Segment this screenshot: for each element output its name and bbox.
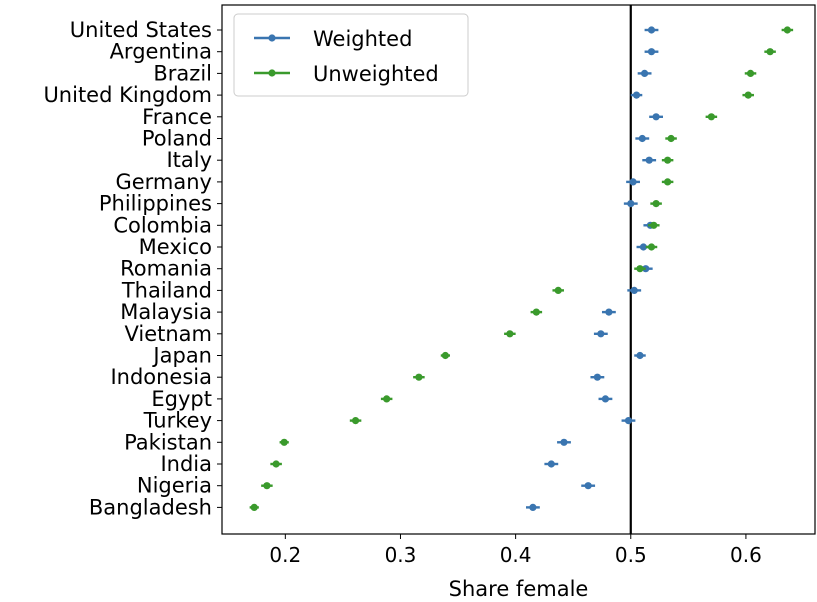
unweighted-point [506, 330, 514, 338]
y-tick-label: Argentina [110, 40, 212, 64]
weighted-point [642, 265, 650, 273]
unweighted-point [636, 265, 644, 273]
weighted-point [624, 417, 633, 425]
unweighted-point [415, 373, 423, 381]
y-tick-label: India [160, 452, 212, 476]
weighted-point [597, 330, 605, 338]
y-tick-label: Romania [120, 257, 212, 281]
weighted-point [640, 69, 649, 77]
legend-unweighted-label: Unweighted [313, 62, 439, 86]
weighted-point [560, 438, 568, 446]
weighted-point [584, 482, 592, 490]
y-tick-label: Nigeria [137, 474, 212, 498]
unweighted-point [554, 286, 562, 294]
x-tick-label: 0.6 [730, 543, 762, 567]
unweighted-point [441, 351, 449, 360]
y-tick-label: United Kingdom [43, 83, 212, 107]
x-tick-label: 0.5 [615, 543, 647, 567]
y-tick-label: Indonesia [110, 365, 212, 389]
unweighted-point [744, 91, 752, 99]
y-tick-label: Poland [142, 127, 212, 151]
y-tick-label: Brazil [153, 61, 212, 85]
unweighted-point [664, 156, 672, 164]
legend: Weighted Unweighted [233, 13, 469, 97]
y-tick-label: United States [70, 18, 212, 42]
weighted-point [605, 308, 613, 316]
unweighted-point [383, 395, 391, 403]
unweighted-point [272, 460, 280, 468]
y-tick-label: Turkey [143, 409, 212, 433]
unweighted-point [647, 243, 656, 251]
unweighted-point [667, 134, 675, 143]
x-axis-label: Share female [449, 577, 589, 601]
x-axis-ticks: 0.2 0.3 0.4 0.5 0.6 [269, 534, 762, 567]
weighted-point [639, 243, 648, 251]
unweighted-point [707, 113, 715, 121]
y-tick-label: Bangladesh [89, 495, 212, 519]
y-tick-label: Pakistan [124, 430, 212, 454]
x-tick-label: 0.2 [269, 543, 301, 567]
weighted-point [636, 351, 644, 360]
weighted-point [630, 286, 638, 294]
unweighted-point [263, 482, 271, 490]
weighted-point [647, 48, 656, 56]
y-tick-label: Japan [151, 344, 212, 368]
unweighted-point [351, 417, 360, 425]
legend-box [233, 13, 469, 97]
y-tick-label: Colombia [113, 213, 212, 237]
unweighted-point [766, 48, 774, 56]
unweighted-point [650, 221, 658, 229]
unweighted-point [532, 308, 540, 316]
y-tick-label: France [142, 105, 212, 129]
y-tick-label: Thailand [121, 278, 212, 302]
y-tick-label: Philippines [99, 192, 212, 216]
weighted-point [547, 460, 555, 468]
y-tick-label: Italy [166, 148, 212, 172]
unweighted-point [746, 69, 755, 77]
y-tick-label: Egypt [151, 387, 212, 411]
plot-frame [221, 4, 816, 535]
weighted-point [601, 395, 610, 403]
weighted-point [645, 156, 653, 164]
y-tick-label: Germany [115, 170, 212, 194]
unweighted-point [250, 503, 258, 511]
weighted-point [593, 373, 601, 381]
legend-weighted-marker [268, 34, 276, 42]
weighted-point [629, 178, 637, 186]
unweighted-point [783, 26, 791, 34]
x-tick-label: 0.4 [500, 543, 532, 567]
weighted-point [627, 200, 635, 208]
weighted-point [632, 91, 641, 99]
x-tick-label: 0.3 [385, 543, 417, 567]
y-tick-label: Mexico [139, 235, 212, 259]
y-tick-label: Vietnam [124, 322, 212, 346]
weighted-point [638, 134, 646, 143]
weighted-point [529, 503, 537, 511]
weighted-point [652, 113, 660, 121]
y-tick-label: Malaysia [120, 300, 212, 324]
unweighted-point [664, 178, 672, 186]
legend-weighted-label: Weighted [313, 27, 412, 51]
legend-unweighted-marker [268, 69, 276, 77]
weighted-point [647, 26, 656, 34]
chart-marks [249, 26, 794, 511]
unweighted-point [652, 200, 660, 208]
unweighted-point [280, 438, 288, 446]
